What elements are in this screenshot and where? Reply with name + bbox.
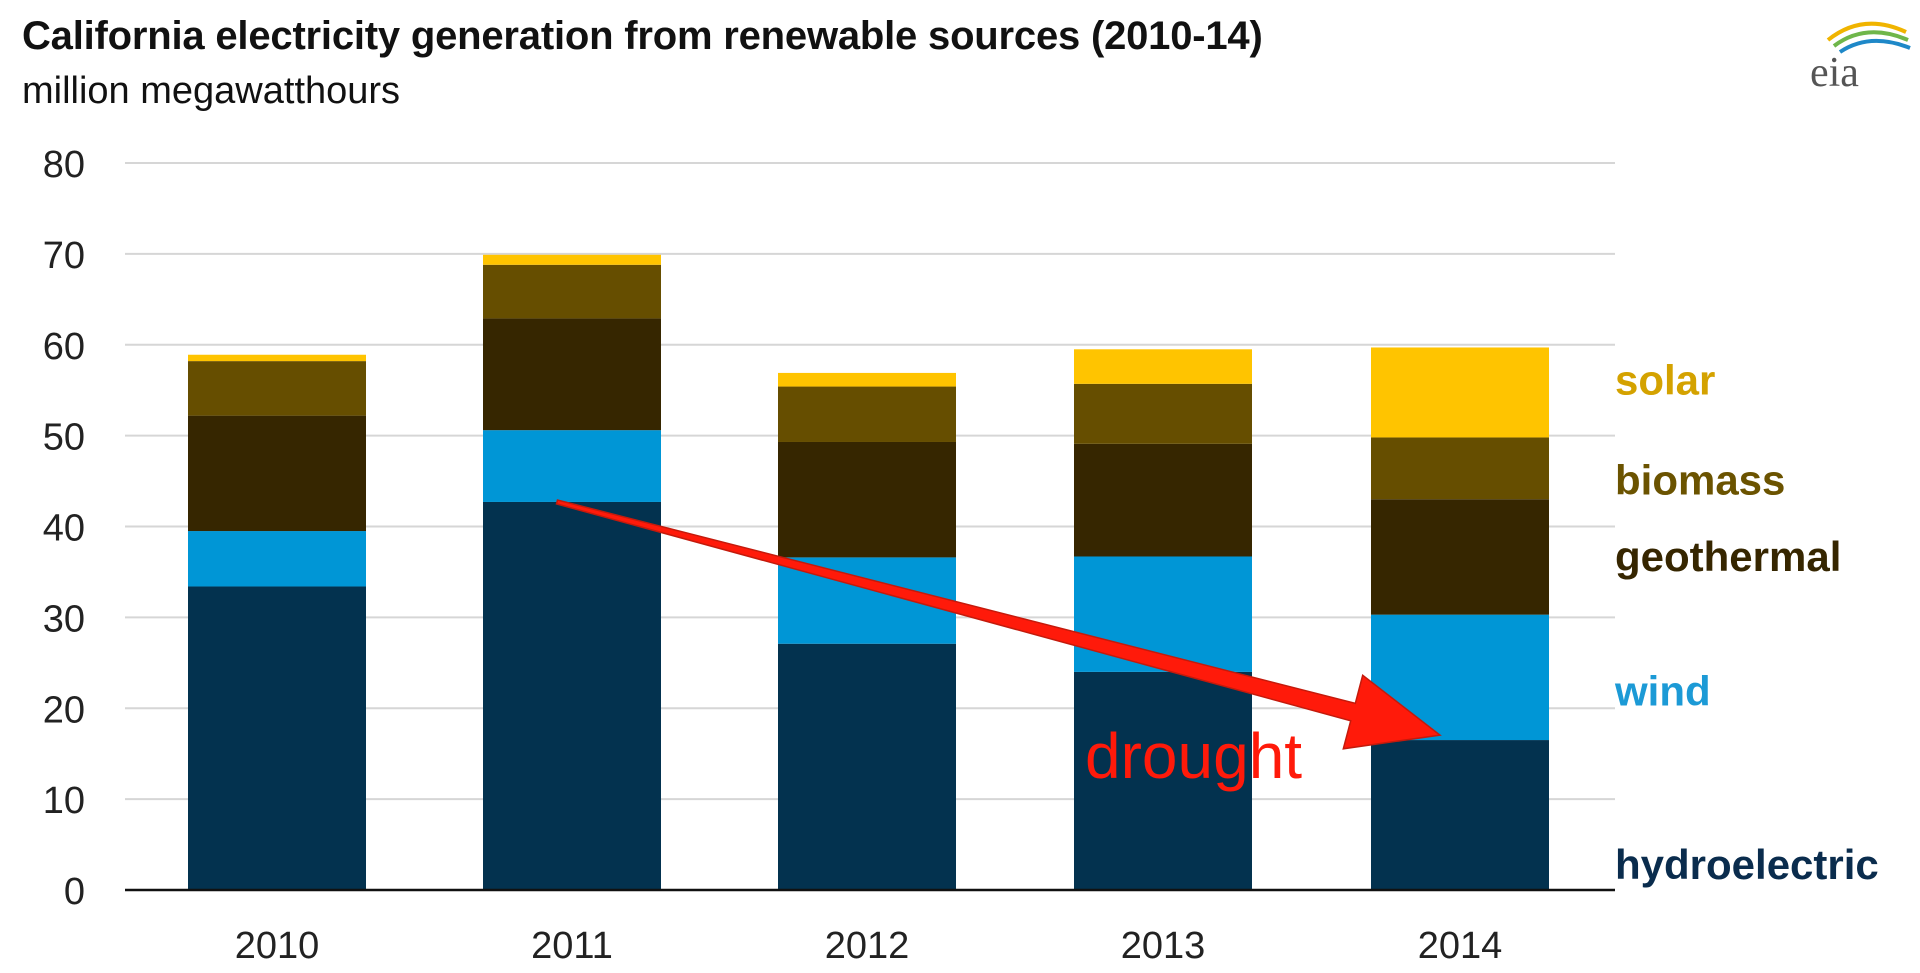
chart-title: California electricity generation from r… [22,14,1263,58]
bar-segment-hydroelectric-2013 [1074,671,1252,890]
bar-segment-solar-2013 [1074,349,1252,384]
bar-segment-geothermal-2012 [778,441,956,558]
drought-arrow [555,499,1442,750]
x-tick-label: 2014 [1418,925,1503,967]
bar-segment-solar-2010 [188,354,366,362]
chart-subtitle: million megawatthours [22,70,401,112]
bar-segment-hydroelectric-2012 [778,643,956,890]
bar-segment-solar-2014 [1371,347,1549,438]
bar-segment-biomass-2010 [188,361,366,416]
y-tick-label: 80 [43,144,85,186]
y-tick-label: 70 [43,235,85,277]
bar-segment-wind-2010 [188,531,366,587]
bar-segment-geothermal-2013 [1074,443,1252,557]
logo-arc-green [1832,30,1909,48]
bar-segment-geothermal-2014 [1371,499,1549,615]
eia-logo: eia [1808,12,1918,96]
x-tick-label: 2013 [1121,925,1206,967]
bar-segment-hydroelectric-2010 [188,586,366,890]
bar-segment-biomass-2012 [778,386,956,442]
logo-arc-blue [1838,38,1911,54]
bar-segment-solar-2012 [778,372,956,387]
bar-segment-biomass-2014 [1371,437,1549,500]
bar-segment-geothermal-2010 [188,415,366,532]
y-tick-label: 50 [43,417,85,459]
y-tick-label: 0 [64,871,85,913]
x-tick-label: 2012 [825,925,910,967]
x-tick-label: 2011 [531,925,613,967]
logo-arc-yellow [1826,21,1907,42]
legend-label-biomass: biomass [1615,456,1785,503]
legend-label-solar: solar [1615,356,1715,403]
y-tick-label: 20 [43,689,85,731]
drought-annotation: drought [1085,720,1302,792]
legend-label-geothermal: geothermal [1615,533,1841,580]
y-tick-label: 30 [43,598,85,640]
bar-segment-biomass-2013 [1074,383,1252,444]
bar-segment-wind-2011 [483,430,661,502]
bar-segment-solar-2011 [483,254,661,265]
y-tick-label: 40 [43,508,85,550]
legend-label-hydroelectric: hydroelectric [1615,841,1879,888]
bar-segment-hydroelectric-2014 [1371,740,1549,890]
bar-segment-biomass-2011 [483,264,661,319]
bar-segment-geothermal-2011 [483,318,661,431]
legend-label-wind: wind [1614,667,1711,714]
x-tick-label: 2010 [235,925,320,967]
logo-text: eia [1810,50,1859,92]
bar-segment-hydroelectric-2011 [483,501,661,890]
y-tick-label: 10 [43,780,85,822]
y-tick-label: 60 [43,326,85,368]
